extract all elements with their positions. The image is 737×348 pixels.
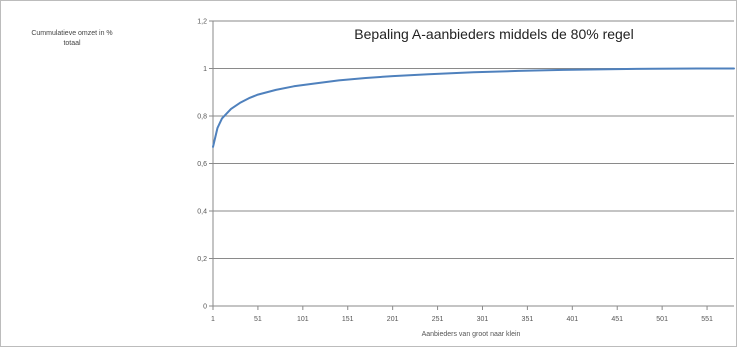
series-line — [212, 67, 735, 148]
x-tick-label: 251 — [432, 316, 444, 323]
chart-title: Bepaling A-aanbieders middels de 80% reg… — [354, 26, 633, 42]
x-axis-title: Aanbieders van groot naar klein — [422, 331, 521, 338]
x-tick-label: 51 — [254, 316, 262, 323]
x-tick-label: 301 — [477, 316, 489, 323]
x-tick-label: 451 — [611, 316, 623, 323]
x-tick-label: 151 — [342, 316, 354, 323]
y-tick-label: 0,4 — [197, 209, 207, 216]
y-tick-label: 0,6 — [197, 161, 207, 168]
y-tick-label: 0,8 — [197, 114, 207, 121]
y-tick-labels: 0 0,2 0,4 0,6 0,8 1 1,2 — [197, 19, 207, 311]
y-axis-title-line-1: Cummulatieve omzet in % — [31, 30, 113, 37]
y-tick-label: 0,2 — [197, 256, 207, 263]
x-tick-label: 551 — [701, 316, 713, 323]
x-tick-label: 201 — [387, 316, 399, 323]
y-tick-label: 1,2 — [197, 19, 207, 26]
x-tick-label: 1 — [211, 316, 215, 323]
y-axis-title-line-2: totaal — [63, 40, 81, 47]
axes — [209, 20, 734, 310]
y-tick-label: 0 — [203, 304, 207, 311]
y-tick-label: 1 — [203, 66, 207, 73]
x-tick-labels: 1 51 101 151 201 251 301 351 401 451 501 551 — [211, 316, 713, 323]
x-tick-label: 101 — [297, 316, 309, 323]
gridlines — [213, 20, 734, 259]
x-tick-label: 401 — [566, 316, 578, 323]
series-group — [212, 67, 735, 148]
x-tick-label: 351 — [522, 316, 534, 323]
x-tick-label: 501 — [656, 316, 668, 323]
